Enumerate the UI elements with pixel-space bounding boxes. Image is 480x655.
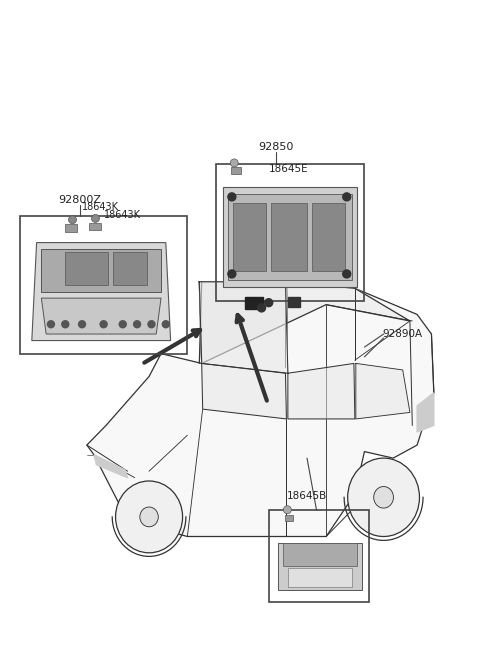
Text: 92850: 92850 — [258, 141, 294, 151]
Circle shape — [228, 193, 236, 201]
Polygon shape — [65, 252, 108, 285]
Text: 18643K: 18643K — [82, 202, 119, 212]
Text: 92800Z: 92800Z — [58, 195, 101, 205]
Circle shape — [92, 214, 99, 223]
Circle shape — [79, 321, 85, 328]
Polygon shape — [94, 455, 128, 477]
Text: 18643K: 18643K — [104, 210, 141, 220]
Circle shape — [133, 321, 141, 328]
Polygon shape — [223, 187, 357, 287]
Bar — [216, 164, 364, 301]
Bar — [89, 223, 101, 230]
Circle shape — [343, 270, 351, 278]
Polygon shape — [312, 204, 345, 271]
Polygon shape — [417, 393, 434, 432]
Polygon shape — [87, 282, 434, 536]
Ellipse shape — [116, 481, 182, 553]
Circle shape — [69, 215, 76, 224]
Bar — [231, 168, 241, 174]
Polygon shape — [228, 194, 352, 280]
Ellipse shape — [374, 487, 394, 508]
Circle shape — [62, 321, 69, 328]
Polygon shape — [288, 568, 352, 587]
Circle shape — [148, 321, 155, 328]
Bar — [245, 297, 263, 309]
Polygon shape — [113, 252, 147, 285]
Polygon shape — [271, 204, 307, 271]
Bar — [20, 216, 187, 354]
Ellipse shape — [140, 507, 158, 527]
Polygon shape — [278, 543, 362, 590]
Ellipse shape — [348, 458, 420, 536]
Text: 92890A: 92890A — [383, 329, 423, 339]
Polygon shape — [356, 364, 410, 419]
Circle shape — [265, 299, 273, 307]
Circle shape — [119, 321, 126, 328]
Bar — [285, 515, 293, 521]
Circle shape — [100, 321, 107, 328]
Circle shape — [230, 159, 238, 167]
Polygon shape — [202, 364, 287, 419]
Text: 18645E: 18645E — [269, 164, 308, 174]
Circle shape — [228, 270, 236, 278]
Polygon shape — [41, 298, 161, 334]
Circle shape — [258, 304, 265, 312]
Polygon shape — [283, 543, 357, 566]
Polygon shape — [41, 249, 161, 291]
Bar — [269, 510, 369, 602]
Polygon shape — [199, 282, 288, 373]
Text: 18645B: 18645B — [287, 491, 327, 501]
Circle shape — [48, 321, 54, 328]
Polygon shape — [288, 364, 355, 419]
Polygon shape — [199, 282, 410, 364]
Circle shape — [283, 506, 291, 514]
Circle shape — [343, 193, 351, 201]
Circle shape — [162, 321, 169, 328]
Bar — [65, 223, 77, 232]
Polygon shape — [233, 204, 266, 271]
Bar — [288, 297, 300, 307]
Polygon shape — [32, 242, 170, 341]
